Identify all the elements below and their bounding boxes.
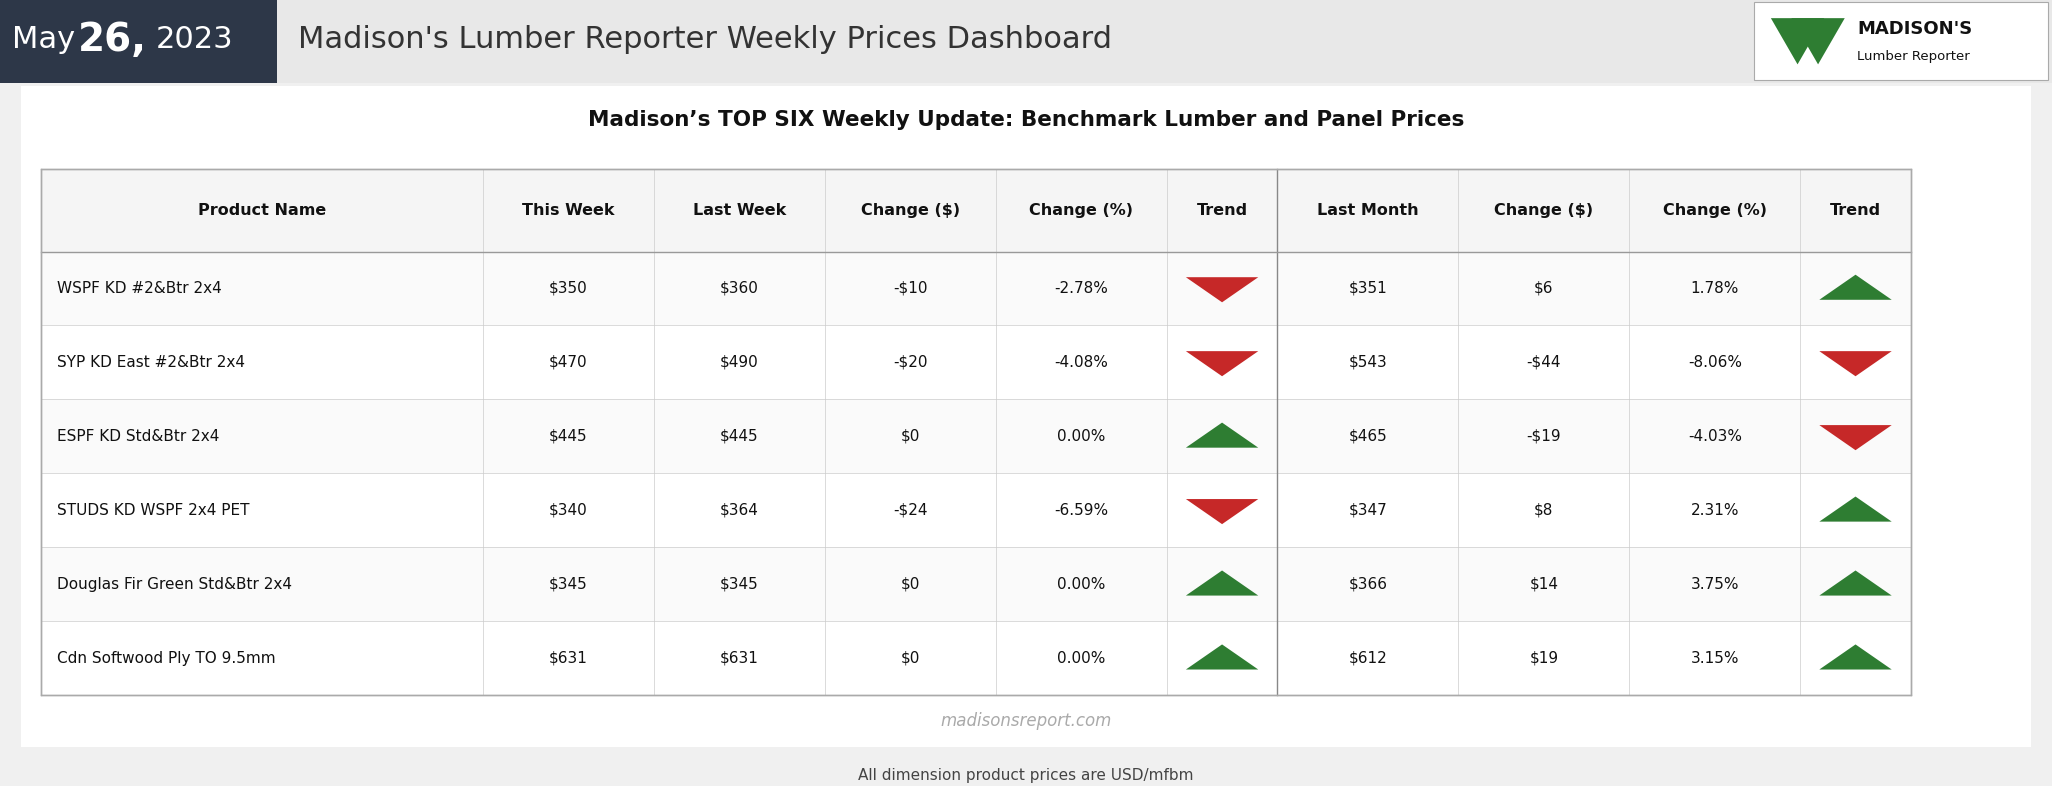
Text: $351: $351 <box>1348 281 1387 296</box>
Text: $0: $0 <box>901 577 919 592</box>
Polygon shape <box>1186 423 1258 448</box>
Text: Change (%): Change (%) <box>1662 203 1767 218</box>
FancyBboxPatch shape <box>277 0 2052 83</box>
Text: Change ($): Change ($) <box>860 203 960 218</box>
Polygon shape <box>1186 351 1258 376</box>
Text: $612: $612 <box>1348 651 1387 666</box>
Text: $8: $8 <box>1535 503 1553 518</box>
Text: -4.08%: -4.08% <box>1055 355 1108 370</box>
FancyBboxPatch shape <box>41 169 1910 252</box>
Text: Change ($): Change ($) <box>1494 203 1594 218</box>
Text: Product Name: Product Name <box>197 203 326 218</box>
Text: -2.78%: -2.78% <box>1055 281 1108 296</box>
Text: May: May <box>12 25 86 54</box>
FancyBboxPatch shape <box>0 0 277 83</box>
Text: -$20: -$20 <box>893 355 928 370</box>
Text: $445: $445 <box>550 429 587 444</box>
Text: $345: $345 <box>550 577 587 592</box>
FancyBboxPatch shape <box>41 547 1910 621</box>
Text: -$44: -$44 <box>1527 355 1562 370</box>
Text: Change (%): Change (%) <box>1030 203 1133 218</box>
Text: $14: $14 <box>1529 577 1557 592</box>
Text: SYP KD East #2&Btr 2x4: SYP KD East #2&Btr 2x4 <box>57 355 244 370</box>
Text: -6.59%: -6.59% <box>1055 503 1108 518</box>
Polygon shape <box>1820 351 1892 376</box>
Polygon shape <box>1186 499 1258 524</box>
Polygon shape <box>1820 645 1892 670</box>
Text: -$24: -$24 <box>893 503 928 518</box>
Text: MADISON'S
Lumber Reporter: MADISON'S Lumber Reporter <box>786 363 1266 475</box>
Text: Madison’s TOP SIX Weekly Update: Benchmark Lumber and Panel Prices: Madison’s TOP SIX Weekly Update: Benchma… <box>587 109 1465 130</box>
Text: -$10: -$10 <box>893 281 928 296</box>
Text: This Week: This Week <box>523 203 616 218</box>
Text: $0: $0 <box>901 651 919 666</box>
Text: 26,: 26, <box>78 20 148 59</box>
Text: $465: $465 <box>1348 429 1387 444</box>
Text: $350: $350 <box>550 281 587 296</box>
Polygon shape <box>1186 277 1258 303</box>
FancyBboxPatch shape <box>1754 2 2048 80</box>
Text: 3.75%: 3.75% <box>1691 577 1738 592</box>
Text: 0.00%: 0.00% <box>1057 651 1106 666</box>
Polygon shape <box>1186 645 1258 670</box>
Polygon shape <box>1820 425 1892 450</box>
Text: Lumber Reporter: Lumber Reporter <box>1857 50 1970 63</box>
Text: Trend: Trend <box>1196 203 1248 218</box>
Text: $631: $631 <box>720 651 759 666</box>
Polygon shape <box>1820 497 1892 522</box>
FancyBboxPatch shape <box>41 252 1910 325</box>
Text: $631: $631 <box>550 651 589 666</box>
Text: $345: $345 <box>720 577 759 592</box>
Text: -$19: -$19 <box>1527 429 1562 444</box>
FancyBboxPatch shape <box>41 325 1910 399</box>
Text: 3.15%: 3.15% <box>1691 651 1738 666</box>
Text: $347: $347 <box>1348 503 1387 518</box>
FancyBboxPatch shape <box>41 473 1910 547</box>
Text: $470: $470 <box>550 355 587 370</box>
Text: Trend: Trend <box>1830 203 1882 218</box>
Text: -4.03%: -4.03% <box>1687 429 1742 444</box>
Polygon shape <box>1820 571 1892 596</box>
Text: -8.06%: -8.06% <box>1687 355 1742 370</box>
Text: madisonsreport.com: madisonsreport.com <box>940 711 1112 729</box>
Text: Cdn Softwood Ply TO 9.5mm: Cdn Softwood Ply TO 9.5mm <box>57 651 275 666</box>
Text: $0: $0 <box>901 429 919 444</box>
Text: MADISON'S: MADISON'S <box>1857 20 1972 38</box>
Text: STUDS KD WSPF 2x4 PET: STUDS KD WSPF 2x4 PET <box>57 503 248 518</box>
Text: Last Week: Last Week <box>694 203 786 218</box>
Text: 2.31%: 2.31% <box>1691 503 1738 518</box>
Text: ESPF KD Std&Btr 2x4: ESPF KD Std&Btr 2x4 <box>57 429 220 444</box>
FancyBboxPatch shape <box>41 399 1910 473</box>
Text: $490: $490 <box>720 355 759 370</box>
Text: 2023: 2023 <box>156 25 234 54</box>
Text: 0.00%: 0.00% <box>1057 577 1106 592</box>
Polygon shape <box>1771 18 1824 64</box>
FancyBboxPatch shape <box>41 621 1910 695</box>
Text: $19: $19 <box>1529 651 1557 666</box>
Text: $364: $364 <box>720 503 759 518</box>
Text: $445: $445 <box>720 429 759 444</box>
Polygon shape <box>1186 571 1258 596</box>
Text: $6: $6 <box>1535 281 1553 296</box>
Text: 1.78%: 1.78% <box>1691 281 1738 296</box>
Text: WSPF KD #2&Btr 2x4: WSPF KD #2&Btr 2x4 <box>57 281 222 296</box>
Text: Madison's Lumber Reporter Weekly Prices Dashboard: Madison's Lumber Reporter Weekly Prices … <box>298 25 1112 54</box>
Text: $340: $340 <box>550 503 587 518</box>
Text: Last Month: Last Month <box>1317 203 1418 218</box>
Polygon shape <box>1820 274 1892 299</box>
Text: Douglas Fir Green Std&Btr 2x4: Douglas Fir Green Std&Btr 2x4 <box>57 577 291 592</box>
FancyBboxPatch shape <box>21 86 2031 747</box>
Text: All dimension product prices are USD/mfbm: All dimension product prices are USD/mfb… <box>858 768 1194 783</box>
Text: 0.00%: 0.00% <box>1057 429 1106 444</box>
Text: $360: $360 <box>720 281 759 296</box>
Polygon shape <box>1791 18 1845 64</box>
Text: $543: $543 <box>1348 355 1387 370</box>
Text: $366: $366 <box>1348 577 1387 592</box>
